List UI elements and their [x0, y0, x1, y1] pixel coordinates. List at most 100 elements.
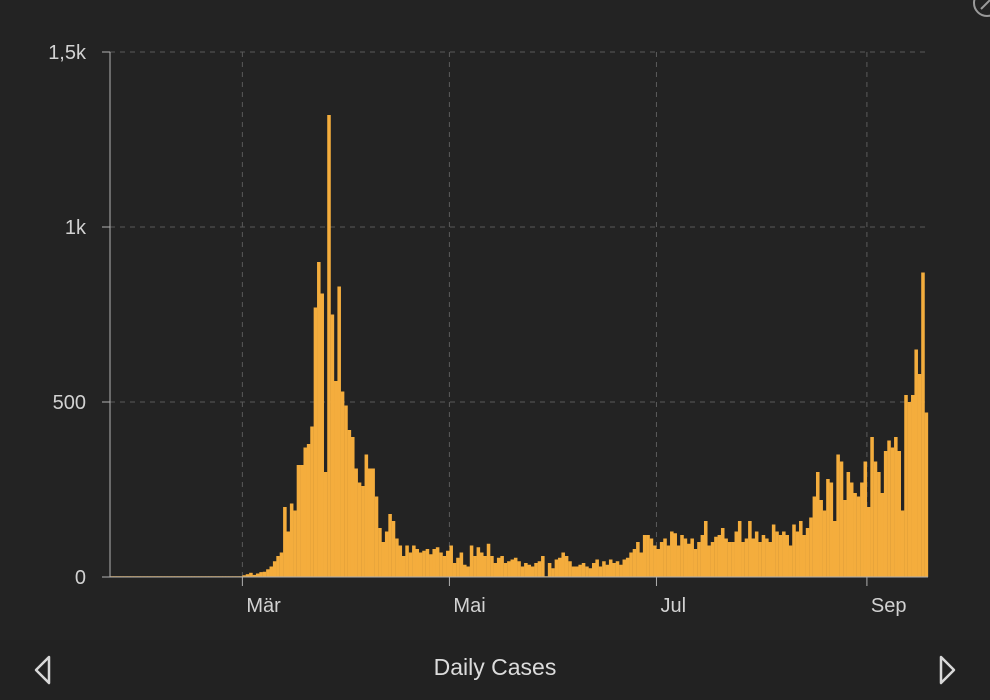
bar: [513, 557, 518, 577]
bar: [904, 395, 908, 577]
bar: [636, 542, 640, 577]
bar: [530, 566, 535, 577]
bar: [717, 535, 722, 577]
bar: [585, 566, 589, 577]
bar: [571, 566, 576, 577]
x-tick-label: Sep: [871, 595, 907, 617]
bar: [782, 531, 786, 577]
bar: [873, 461, 878, 577]
bar: [673, 533, 677, 577]
bar: [384, 531, 389, 577]
bar: [303, 447, 308, 577]
bar: [486, 543, 491, 577]
bar: [775, 531, 779, 577]
bar: [415, 549, 420, 577]
bar: [432, 549, 436, 577]
bar: [839, 461, 844, 577]
bar: [398, 545, 403, 577]
bar: [350, 437, 355, 577]
bar: [255, 573, 260, 577]
next-chart-button[interactable]: [932, 652, 962, 688]
bar: [639, 552, 644, 577]
bar: [683, 538, 688, 577]
bar: [809, 517, 813, 577]
bar: [293, 510, 297, 577]
bar: [799, 521, 803, 577]
bar: [344, 405, 348, 577]
chevron-left-icon: [34, 655, 51, 685]
bar: [296, 465, 301, 577]
bar: [575, 566, 579, 577]
bar: [259, 572, 263, 577]
bar: [289, 503, 294, 577]
bar: [378, 528, 382, 577]
bar: [537, 561, 542, 577]
chart-navigation: Daily Cases: [0, 640, 990, 700]
bar: [700, 535, 705, 577]
bar: [625, 557, 630, 577]
bar: [748, 521, 752, 577]
bar: [612, 563, 616, 577]
bar: [483, 556, 487, 577]
chevron-right-icon: [939, 655, 956, 685]
bar: [826, 479, 830, 577]
bar: [279, 552, 284, 577]
bar: [252, 574, 257, 577]
bar: [412, 545, 416, 577]
bar: [452, 563, 457, 577]
bar: [805, 528, 810, 577]
bar: [843, 500, 847, 577]
bar: [687, 543, 691, 577]
x-tick-label: Mär: [246, 595, 281, 617]
bar: [598, 566, 603, 577]
bar: [921, 272, 925, 577]
bar: [836, 454, 840, 577]
bar: [517, 561, 521, 577]
bar: [496, 557, 501, 577]
bar: [578, 564, 582, 577]
bar: [632, 549, 637, 577]
y-tick-label: 1,5k: [48, 42, 87, 64]
bar: [340, 391, 345, 577]
bar: [249, 572, 253, 577]
bar: [870, 437, 874, 577]
bar: [395, 538, 399, 577]
bar: [371, 468, 375, 577]
bar: [768, 542, 773, 577]
bar: [391, 521, 396, 577]
bar: [666, 545, 671, 577]
previous-chart-button[interactable]: [28, 652, 58, 688]
bar: [449, 545, 453, 577]
bar: [866, 507, 871, 577]
bar: [822, 510, 827, 577]
bar: [306, 444, 311, 577]
bar: [727, 542, 732, 577]
bar: [659, 542, 664, 577]
bar: [524, 563, 528, 577]
bar: [602, 561, 606, 577]
bar: [262, 571, 267, 577]
bar: [591, 563, 596, 577]
bar: [568, 561, 572, 577]
bar: [527, 564, 532, 577]
bar: [663, 538, 667, 577]
bar: [422, 550, 426, 577]
bar: [676, 545, 681, 577]
bar: [327, 115, 331, 577]
bar: [832, 521, 837, 577]
bar: [697, 542, 701, 577]
expand-icon[interactable]: [972, 0, 990, 18]
bar: [853, 493, 857, 577]
bar: [286, 531, 291, 577]
y-tick-label: 500: [53, 392, 86, 414]
bar: [269, 566, 274, 577]
bar: [693, 549, 698, 577]
bar: [337, 286, 341, 577]
bar: [367, 468, 372, 577]
bar: [272, 561, 277, 577]
bar: [561, 552, 565, 577]
bar: [313, 307, 318, 577]
bar: [300, 465, 304, 577]
bar: [608, 559, 613, 577]
bar: [242, 575, 246, 577]
